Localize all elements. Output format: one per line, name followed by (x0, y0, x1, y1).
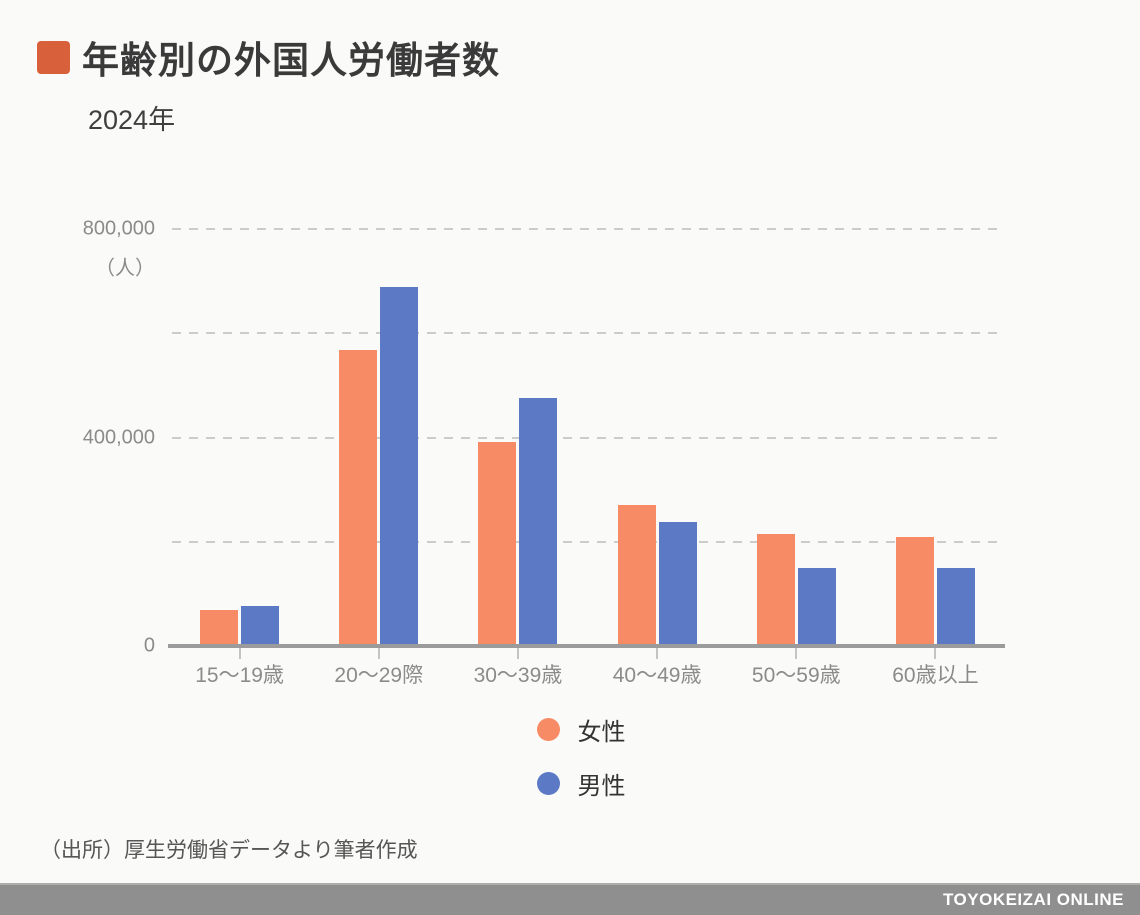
legend-item-male: 男性 (536, 766, 626, 801)
grid-line-400000 (172, 436, 1005, 439)
plot-area: 15〜19歳 20〜29際 30〜39歳 40〜49歳 50〜59歳 60歳以上 (168, 228, 1005, 687)
x-axis-tick-5 (934, 646, 937, 659)
page-title: 年齢別の外国人労働者数 (82, 40, 500, 81)
y-axis-label-800000: 800,000 (82, 217, 155, 240)
x-axis-tick-4 (795, 646, 798, 659)
source-note: （出所）厚生労働省データより筆者作成 (40, 839, 418, 862)
bar-female-4 (756, 534, 795, 646)
legend-item-female: 女性 (536, 712, 626, 747)
chart-legend: 女性 男性 (11, 712, 1140, 801)
bar-female-0 (200, 609, 239, 646)
bar-female-2 (478, 441, 517, 646)
x-axis-label-5: 60歳以上 (892, 664, 979, 687)
bar-male-3 (658, 522, 697, 646)
x-axis-label-0: 15〜19歳 (195, 664, 284, 687)
bar-group-0: 15〜19歳 (170, 229, 309, 687)
bar-group-4: 50〜59歳 (727, 229, 866, 687)
legend-label-female: 女性 (577, 719, 626, 746)
x-axis-tick-0 (238, 646, 241, 659)
bar-male-2 (519, 398, 558, 646)
bar-male-5 (936, 568, 975, 646)
chart-subtitle: 2024年 (88, 105, 176, 135)
grid-line-600000 (172, 332, 1005, 335)
x-axis-tick-2 (516, 646, 519, 659)
x-axis-line (168, 644, 1005, 648)
x-axis-tick-1 (377, 646, 380, 659)
bar-female-1 (339, 349, 378, 646)
bar-female-5 (895, 536, 934, 646)
legend-dot-female (536, 718, 560, 741)
footer-brand: TOYOKEIZAI ONLINE (942, 890, 1124, 909)
bar-male-1 (380, 287, 419, 646)
x-axis-tick-3 (656, 646, 659, 659)
x-axis-label-4: 50〜59歳 (751, 664, 841, 687)
bar-group-5: 60歳以上 (866, 229, 1005, 687)
bar-female-3 (617, 505, 656, 646)
y-axis-label-0: 0 (143, 634, 155, 657)
grid-line-800000 (172, 228, 1005, 230)
y-axis-unit-label: （人） (95, 257, 155, 280)
legend-dot-male (536, 772, 560, 795)
chart-header: 年齢別の外国人労働者数 (37, 30, 500, 84)
bar-male-4 (797, 568, 836, 646)
x-axis-label-2: 30〜39歳 (473, 664, 563, 687)
bar-group-2: 30〜39歳 (448, 229, 587, 687)
y-axis-label-400000: 400,000 (82, 426, 155, 448)
bar-group-3: 40〜49歳 (588, 229, 727, 687)
grid-line-200000 (172, 540, 1005, 543)
bar-group-1: 20〜29際 (309, 229, 448, 687)
bar-male-0 (241, 606, 280, 646)
title-bullet-icon (37, 40, 70, 74)
legend-label-male: 男性 (577, 773, 626, 800)
footer-bar: TOYOKEIZAI ONLINE (0, 883, 1140, 915)
x-axis-label-1: 20〜29際 (334, 664, 424, 687)
x-axis-label-3: 40〜49歳 (612, 664, 702, 687)
